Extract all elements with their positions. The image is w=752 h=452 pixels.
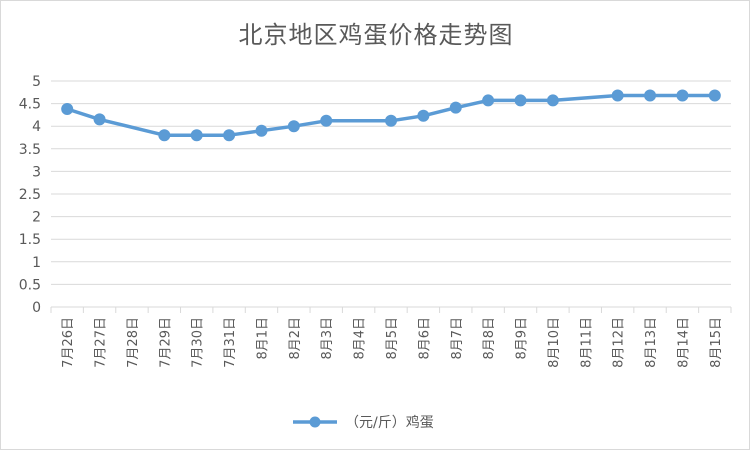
x-tick-label: 8月3日 bbox=[320, 317, 335, 360]
data-point bbox=[708, 89, 721, 102]
x-tick-label: 8月14日 bbox=[676, 317, 691, 368]
data-point bbox=[644, 89, 657, 102]
data-point bbox=[611, 89, 624, 102]
y-tick-label: 4 bbox=[32, 119, 41, 135]
x-tick-label: 8月1日 bbox=[255, 317, 270, 360]
data-point bbox=[158, 129, 171, 142]
x-tick-label: 7月28日 bbox=[126, 317, 141, 368]
x-tick-label: 8月6日 bbox=[417, 317, 432, 360]
data-point bbox=[546, 94, 559, 107]
data-point bbox=[287, 120, 300, 133]
y-tick-label: 4.5 bbox=[19, 97, 41, 113]
x-tick-label: 8月4日 bbox=[353, 317, 368, 360]
x-tick-label: 8月10日 bbox=[547, 317, 562, 368]
x-tick-label: 7月30日 bbox=[191, 317, 206, 368]
data-point bbox=[482, 94, 495, 107]
data-point bbox=[93, 113, 106, 126]
legend-marker bbox=[309, 416, 321, 428]
y-tick-label: 2.5 bbox=[19, 187, 41, 203]
y-tick-label: 3.5 bbox=[19, 142, 41, 158]
x-tick-label: 8月15日 bbox=[709, 317, 724, 368]
x-tick-label: 8月5日 bbox=[385, 317, 400, 360]
y-tick-label: 3 bbox=[32, 164, 41, 180]
x-tick-label: 8月13日 bbox=[644, 317, 659, 368]
x-tick-label: 7月26日 bbox=[61, 317, 76, 368]
data-point bbox=[449, 101, 462, 114]
y-tick-label: 1 bbox=[32, 255, 41, 271]
y-tick-label: 1.5 bbox=[19, 232, 41, 248]
data-point bbox=[320, 114, 333, 127]
data-point bbox=[255, 124, 268, 137]
y-tick-label: 0 bbox=[32, 300, 41, 316]
y-tick-label: 5 bbox=[32, 74, 41, 90]
x-tick-label: 7月31日 bbox=[223, 317, 238, 368]
y-tick-label: 2 bbox=[32, 210, 41, 226]
data-point bbox=[417, 109, 430, 122]
x-tick-label: 8月8日 bbox=[482, 317, 497, 360]
data-point bbox=[385, 114, 397, 127]
x-tick-label: 8月2日 bbox=[288, 317, 303, 360]
x-tick-label: 7月27日 bbox=[94, 317, 109, 368]
x-tick-label: 8月11日 bbox=[579, 317, 594, 368]
data-point bbox=[190, 129, 203, 142]
data-point bbox=[61, 103, 74, 116]
x-tick-label: 7月29日 bbox=[158, 317, 173, 368]
y-tick-label: 0.5 bbox=[19, 277, 41, 293]
x-tick-label: 8月7日 bbox=[450, 317, 465, 360]
x-tick-label: 8月12日 bbox=[612, 317, 627, 368]
legend-label: （元/斤）鸡蛋 bbox=[345, 414, 434, 431]
data-point bbox=[676, 89, 689, 102]
x-tick-label: 8月9日 bbox=[515, 317, 530, 360]
data-point bbox=[514, 94, 527, 107]
data-point bbox=[223, 129, 236, 142]
chart-title: 北京地区鸡蛋价格走势图 bbox=[238, 21, 514, 49]
